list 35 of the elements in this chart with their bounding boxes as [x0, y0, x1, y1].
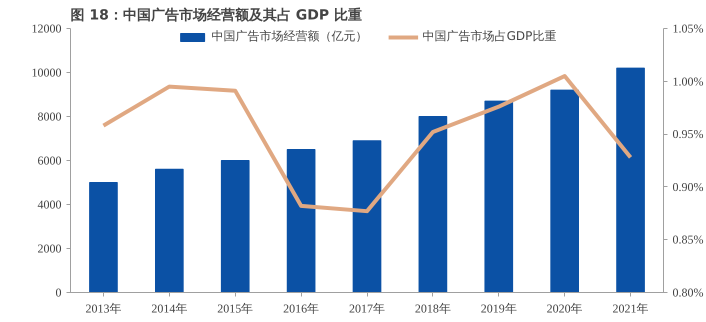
y2-tick-label: 1.05%: [672, 22, 704, 36]
bar: [286, 149, 316, 292]
y-tick-label: 12000: [32, 22, 62, 36]
x-tick-label: 2020年: [546, 302, 583, 316]
y2-tick-label: 0.95%: [672, 127, 704, 142]
x-tick-label: 2013年: [85, 302, 122, 316]
x-tick-label: 2018年: [414, 302, 451, 316]
y-tick-label: 8000: [38, 110, 62, 124]
x-tick-label: 2015年: [217, 302, 254, 316]
x-tick-label: 2014年: [151, 302, 188, 316]
bar: [89, 182, 118, 292]
chart-title: 图 18：中国广告市场经营额及其占 GDP 比重: [70, 6, 362, 24]
x-tick-label: 2021年: [612, 302, 649, 316]
y-tick-label: 4000: [38, 198, 62, 212]
line-series: [101, 74, 633, 214]
y2-tick-label: 1.00%: [672, 74, 704, 88]
bar: [154, 168, 184, 292]
y2-tick-label: 0.85%: [672, 232, 704, 247]
bar: [616, 68, 645, 292]
bar: [550, 90, 580, 292]
y-tick-label: 2000: [38, 242, 62, 256]
x-tick-label: 2016年: [283, 302, 320, 316]
bar: [352, 140, 382, 292]
x-tick-label: 2019年: [480, 302, 517, 316]
y-tick-label: 6000: [38, 154, 62, 168]
legend-label: 中国广告市场占GDP比重: [422, 28, 556, 45]
y2-tick-label: 0.90%: [672, 180, 704, 194]
bar: [484, 100, 514, 292]
bar: [418, 116, 448, 292]
x-tick-label: 2017年: [349, 302, 385, 316]
legend-label: 中国广告市场经营额（亿元）: [212, 28, 368, 45]
y-tick-label: 10000: [32, 66, 62, 80]
bar: [220, 160, 250, 292]
y-tick-label: 0: [56, 286, 62, 300]
y2-tick-label: 0.80%: [672, 286, 704, 300]
